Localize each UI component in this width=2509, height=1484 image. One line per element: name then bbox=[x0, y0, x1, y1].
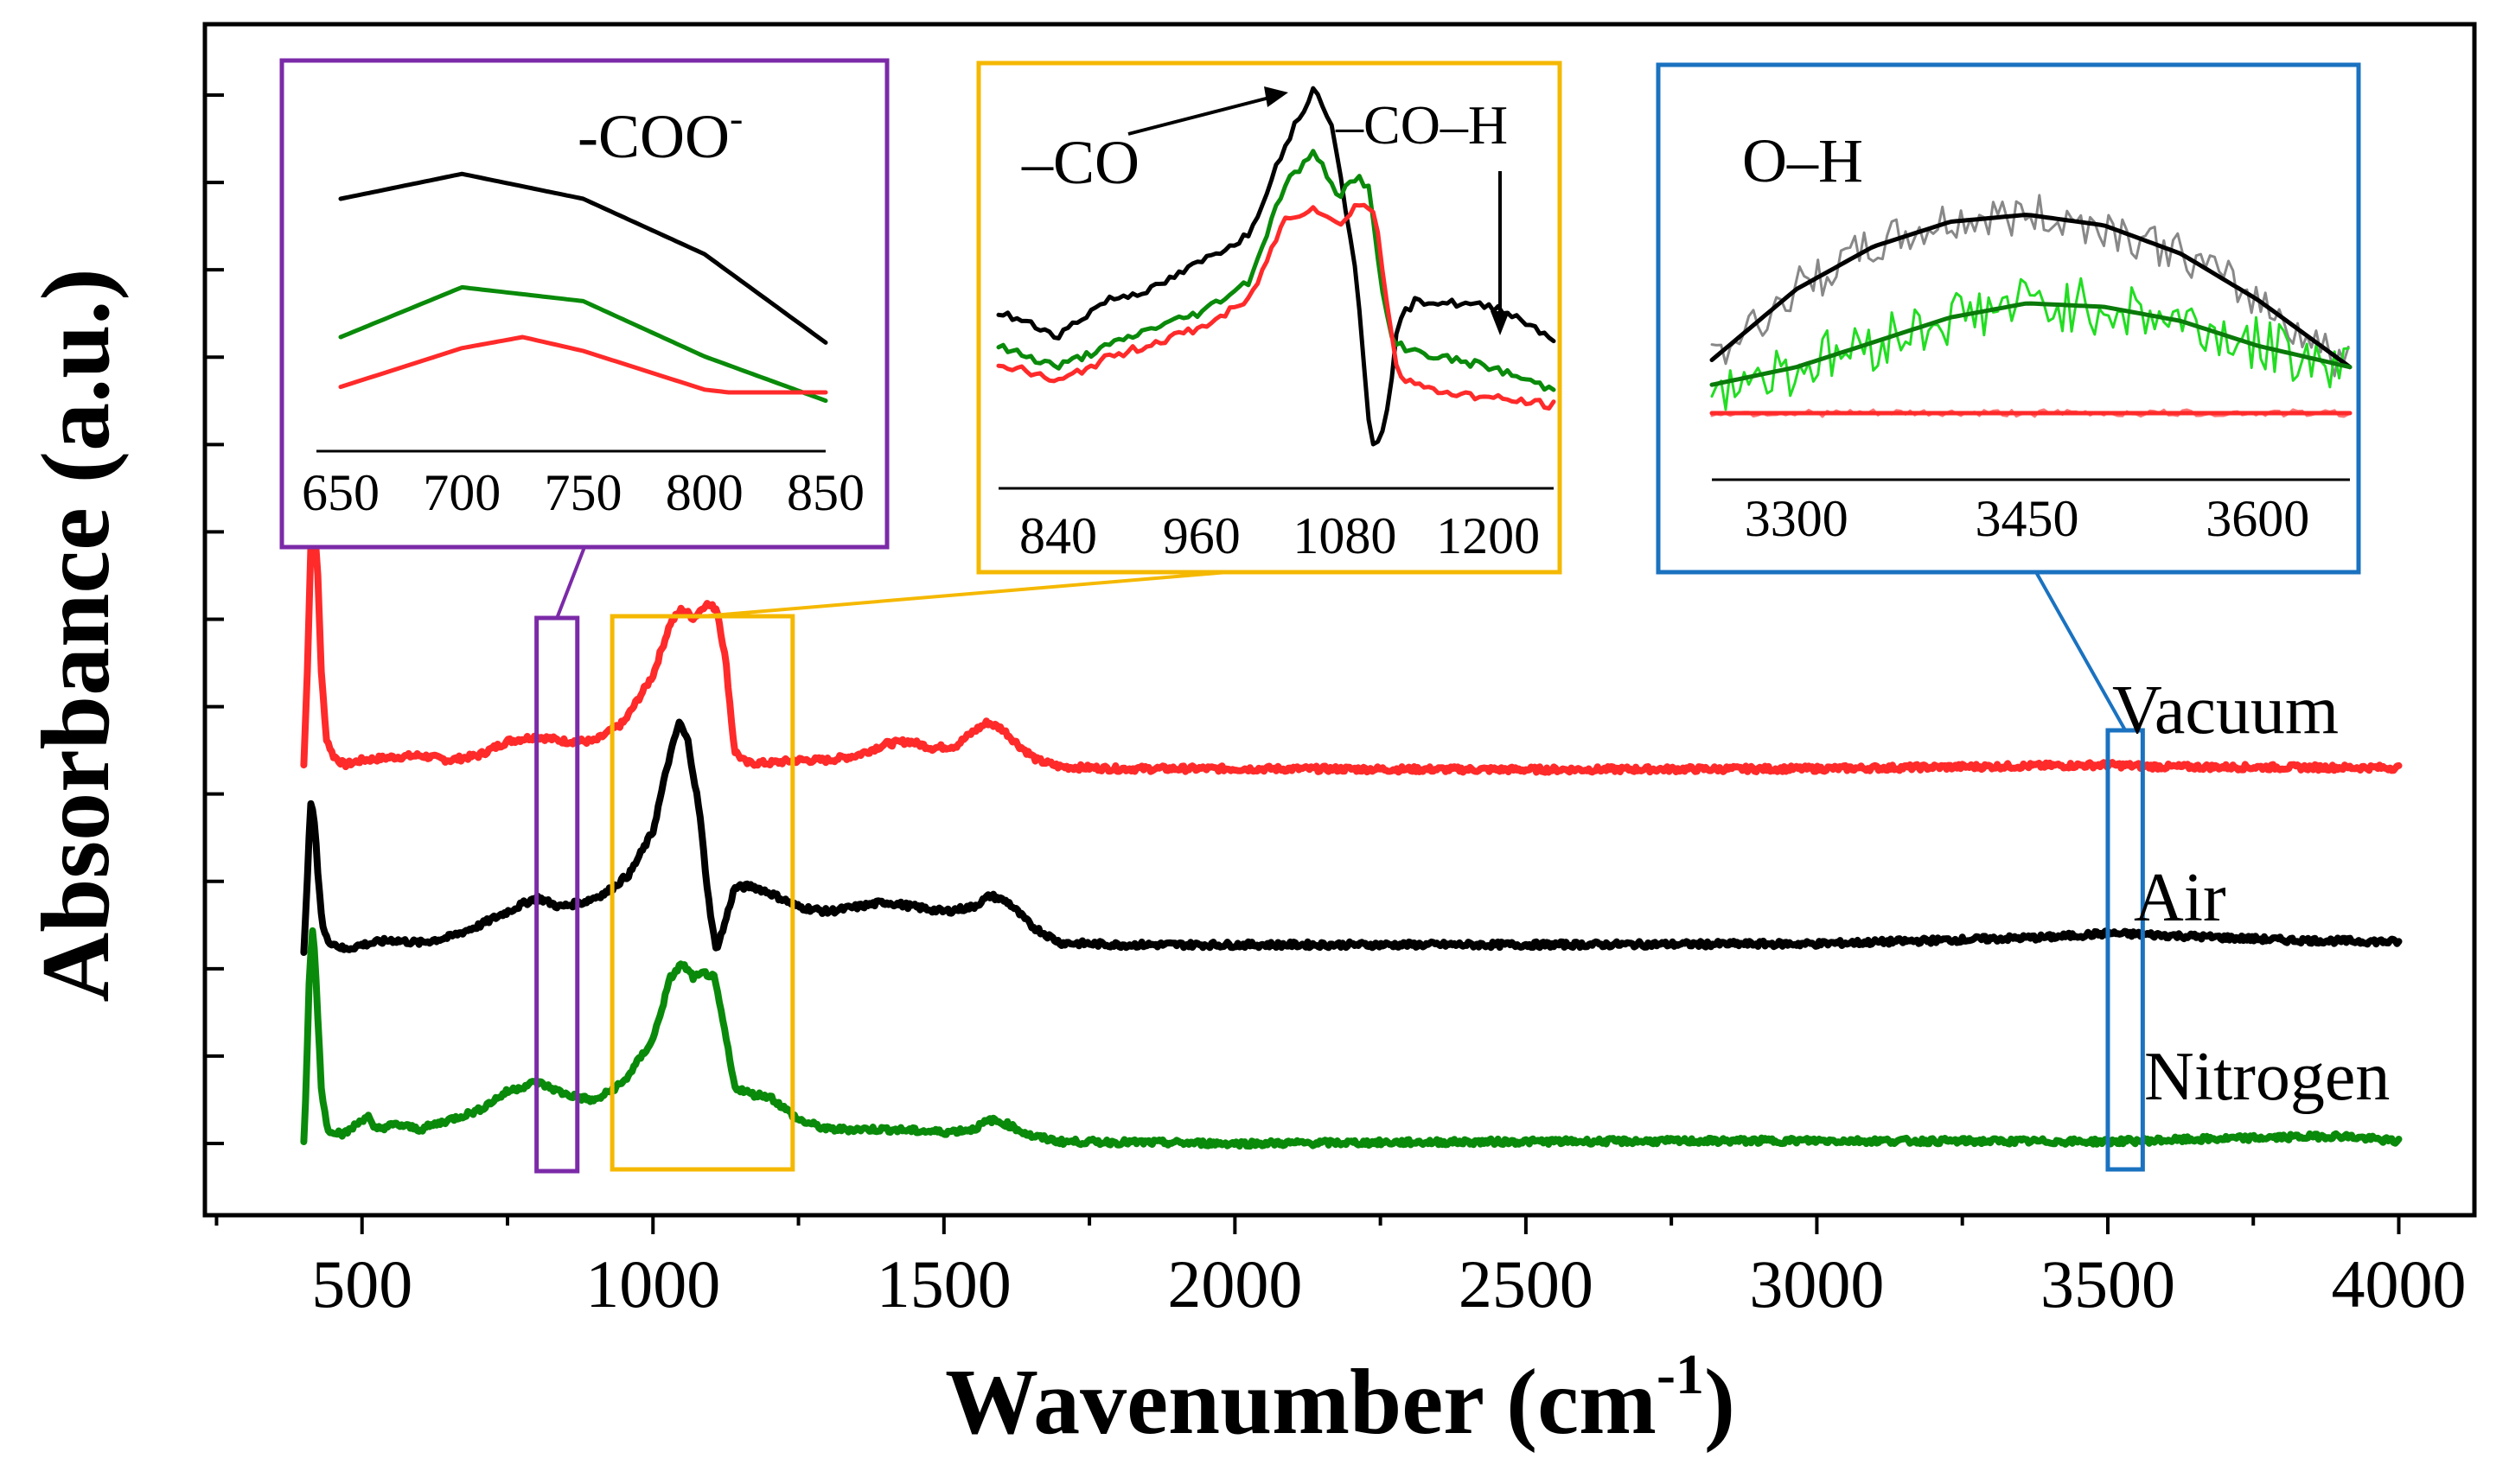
inset-oh-fit-traces bbox=[1709, 213, 2353, 416]
series-label-air: Air bbox=[2134, 860, 2226, 936]
inset-co-label: –CO bbox=[1021, 128, 1140, 197]
inset-tick-label: 650 bbox=[302, 464, 380, 521]
inset-oh-tick-labels: 3300 3450 3600 bbox=[1745, 490, 2309, 547]
inset-coo-label: -COO- bbox=[578, 96, 743, 171]
x-tick-label: 3500 bbox=[2040, 1246, 2175, 1322]
inset-trace bbox=[996, 202, 1556, 411]
inset-tick-label: 850 bbox=[787, 464, 865, 521]
inset-co-tick-labels: 840 960 1080 1200 bbox=[1019, 507, 1540, 564]
inset-oh-raw-trace bbox=[1710, 277, 2350, 411]
inset-tick-label: 3450 bbox=[1976, 490, 2079, 547]
zoom-box-oh bbox=[2105, 728, 2145, 1172]
main-traces bbox=[300, 527, 2403, 1150]
inset-trace bbox=[338, 284, 828, 404]
connector-line-co bbox=[702, 570, 1229, 618]
y-axis-ticks bbox=[205, 93, 224, 1145]
arrow-coh-head bbox=[1491, 311, 1510, 335]
inset-tick-label: 1080 bbox=[1293, 507, 1396, 564]
trace-vacuum bbox=[300, 527, 2403, 776]
inset-trace bbox=[996, 86, 1556, 447]
x-tick-label: 3000 bbox=[1749, 1246, 1884, 1322]
trace-nitrogen bbox=[300, 927, 2403, 1150]
inset-tick-label: 3600 bbox=[2206, 490, 2309, 547]
inset-tick-label: 1200 bbox=[1436, 507, 1540, 564]
inset-oh-label: O–H bbox=[1742, 126, 1863, 195]
inset-trace bbox=[1709, 301, 2353, 387]
x-tick-label: 2500 bbox=[1459, 1246, 1593, 1322]
x-axis-tick-labels: 500 1000 1500 2000 2500 3000 3500 4000 bbox=[311, 1246, 2466, 1322]
inset-tick-label: 750 bbox=[545, 464, 622, 521]
inset-tick-label: 840 bbox=[1019, 507, 1097, 564]
x-tick-label: 500 bbox=[311, 1246, 412, 1322]
x-tick-label: 1500 bbox=[877, 1246, 1012, 1322]
inset-coo-tick-labels: 650 700 750 800 850 bbox=[302, 464, 865, 521]
x-tick-label: 1000 bbox=[585, 1246, 720, 1322]
x-tick-label: 2000 bbox=[1167, 1246, 1302, 1322]
inset-coo: 650 700 750 800 850 -COO- bbox=[279, 58, 890, 550]
inset-trace bbox=[996, 149, 1556, 392]
inset-co-traces bbox=[996, 86, 1556, 447]
inset-co: 840 960 1080 1200 –CO –CO–H bbox=[976, 61, 1562, 575]
inset-tick-label: 3300 bbox=[1745, 490, 1848, 547]
connector-line-coo bbox=[555, 546, 586, 619]
y-axis-title: Absorbance (a.u.) bbox=[22, 268, 130, 1002]
inset-trace bbox=[338, 334, 828, 395]
inset-oh-frame bbox=[1656, 62, 2361, 575]
inset-oh: 3300 3450 3600 O–H bbox=[1656, 62, 2361, 575]
series-label-nitrogen: Nitrogen bbox=[2144, 1039, 2390, 1115]
inset-trace bbox=[338, 171, 828, 345]
inset-coh-label: –CO–H bbox=[1335, 94, 1508, 156]
inset-tick-label: 800 bbox=[666, 464, 744, 521]
trace-air bbox=[300, 718, 2403, 956]
x-tick-label: 4000 bbox=[2332, 1246, 2467, 1322]
inset-tick-label: 960 bbox=[1163, 507, 1241, 564]
inset-tick-label: 700 bbox=[423, 464, 501, 521]
x-axis-ticks bbox=[214, 1215, 2401, 1234]
arrow-co-head bbox=[1264, 86, 1288, 107]
series-label-vacuum: Vacuum bbox=[2112, 672, 2339, 748]
inset-trace bbox=[1709, 213, 2353, 370]
connector-line-oh bbox=[2034, 571, 2127, 731]
inset-coo-traces bbox=[338, 171, 828, 404]
x-axis-title: Wavenumber (cm-1) bbox=[945, 1343, 1735, 1454]
arrow-co bbox=[1127, 95, 1274, 136]
